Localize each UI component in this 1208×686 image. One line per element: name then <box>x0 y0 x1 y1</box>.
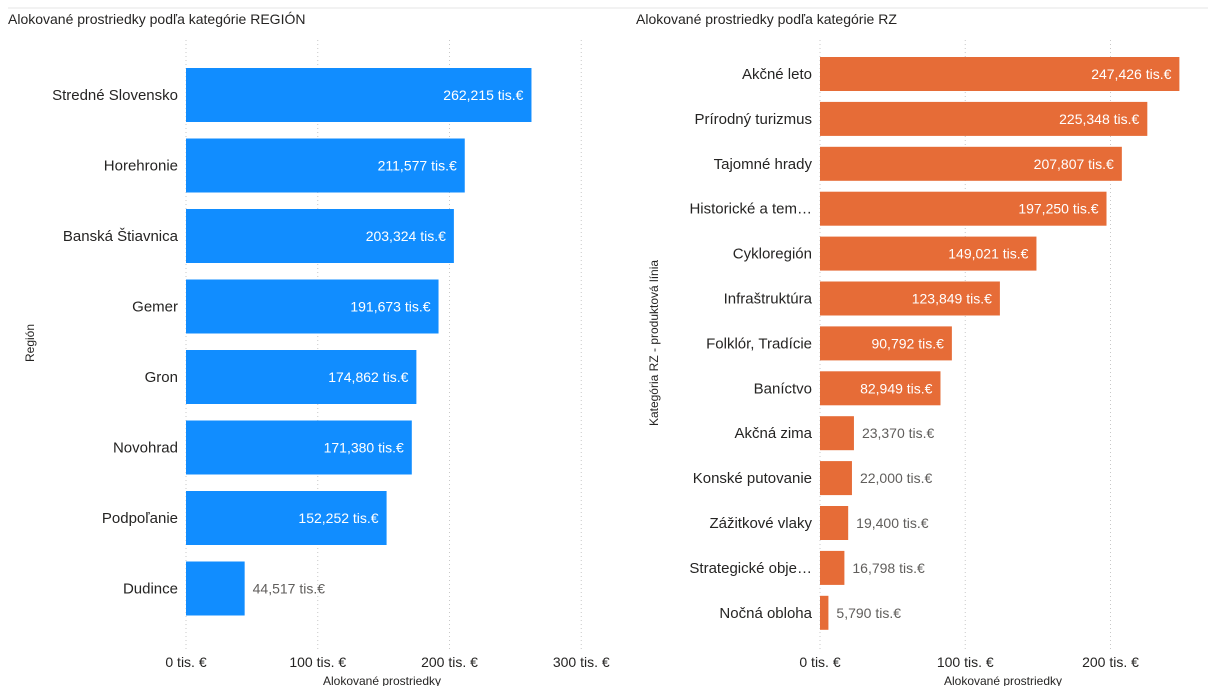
region-bar <box>186 279 439 334</box>
region-data-label: 174,862 tis.€ <box>328 369 408 385</box>
rz-bar <box>820 371 941 406</box>
region-x-tick-label: 300 tis. € <box>553 654 610 670</box>
rz-category-label: Akčné leto <box>742 66 812 83</box>
region-data-label: 191,673 tis.€ <box>350 299 430 315</box>
rz-chart-title: Alokované prostriedky podľa kategórie RZ <box>636 11 897 27</box>
rz-bar-chart: 0 tis. € 100 tis. € 200 tis. € Akčné leto 24… <box>628 7 1208 686</box>
region-bar <box>186 561 245 616</box>
region-category-label: Stredné Slovensko <box>52 87 178 104</box>
region-category-label: Gemer <box>132 299 178 316</box>
rz-bar <box>820 236 1037 271</box>
rz-bar <box>820 326 952 361</box>
rz-x-tick-label: 200 tis. € <box>1082 654 1139 670</box>
rz-data-label: 247,426 tis.€ <box>1091 66 1171 82</box>
region-category-label: Dudince <box>123 581 178 598</box>
rz-data-label: 207,807 tis.€ <box>1034 156 1114 172</box>
rz-category-label: Folklór, Tradície <box>706 335 812 352</box>
rz-data-label: 123,849 tis.€ <box>912 291 992 307</box>
region-x-tick-label: 0 tis. € <box>165 654 206 670</box>
rz-data-label: 22,000 tis.€ <box>860 470 933 486</box>
rz-bar <box>820 57 1180 91</box>
rz-chart-panel: Alokované prostriedky podľa kategórie RZ… <box>628 0 1208 686</box>
rz-bar <box>820 595 829 630</box>
region-data-label: 152,252 tis.€ <box>298 510 378 526</box>
region-chart-panel: Alokované prostriedky podľa kategórie RE… <box>8 7 628 686</box>
region-x-tick-label: 100 tis. € <box>289 654 346 670</box>
rz-category-label: Historické a tem… <box>689 201 812 218</box>
region-category-label: Banská Štiavnica <box>63 228 179 245</box>
region-bar-chart: 0 tis. € 100 tis. € 200 tis. € 300 tis. € St… <box>8 7 628 686</box>
region-x-axis-title: Alokované prostriedky <box>323 674 441 686</box>
rz-data-label: 16,798 tis.€ <box>852 560 925 576</box>
rz-category-label: Zážitkové vlaky <box>709 515 812 532</box>
rz-category-label: Konské putovanie <box>693 470 812 487</box>
rz-x-tick-label: 100 tis. € <box>937 654 994 670</box>
region-bar <box>186 138 465 193</box>
region-category-label: Novohrad <box>113 440 178 457</box>
rz-data-label: 19,400 tis.€ <box>856 515 929 531</box>
rz-category-label: Nočná obloha <box>719 605 812 622</box>
rz-bar <box>820 506 849 540</box>
rz-data-label: 5,790 tis.€ <box>836 605 901 621</box>
region-bar <box>186 350 417 404</box>
rz-data-label: 23,370 tis.€ <box>862 425 935 441</box>
rz-category-label: Baníctvo <box>754 380 812 397</box>
region-data-label: 203,324 tis.€ <box>366 228 446 244</box>
rz-data-label: 82,949 tis.€ <box>860 380 933 396</box>
rz-x-tick-label: 0 tis. € <box>799 654 840 670</box>
region-x-tick-label: 200 tis. € <box>421 654 478 670</box>
region-category-label: Gron <box>145 369 178 386</box>
region-data-label: 44,517 tis.€ <box>253 581 326 597</box>
rz-data-label: 149,021 tis.€ <box>948 246 1028 262</box>
region-y-axis-title: Región <box>23 324 37 362</box>
region-bar <box>186 209 454 263</box>
rz-data-label: 225,348 tis.€ <box>1059 111 1139 127</box>
region-bar <box>186 68 532 122</box>
region-bar <box>186 491 387 545</box>
region-chart-title: Alokované prostriedky podľa kategórie RE… <box>8 11 306 27</box>
rz-y-axis-title: Kategória RZ - produktová línia <box>647 260 661 426</box>
rz-data-label: 90,792 tis.€ <box>871 335 944 351</box>
rz-category-label: Strategické obje… <box>689 560 812 577</box>
rz-bar <box>820 101 1148 136</box>
rz-bar <box>820 416 854 451</box>
rz-bar <box>820 550 845 585</box>
rz-category-label: Akčná zima <box>734 425 812 442</box>
rz-category-label: Infraštruktúra <box>724 291 813 308</box>
region-data-label: 211,577 tis.€ <box>378 158 457 174</box>
region-category-label: Podpoľanie <box>102 510 178 527</box>
rz-category-label: Prírodný turizmus <box>694 111 812 128</box>
region-bar <box>186 420 412 475</box>
rz-bar <box>820 146 1122 181</box>
rz-data-label: 197,250 tis.€ <box>1018 201 1098 217</box>
rz-bar <box>820 461 852 496</box>
region-category-label: Horehronie <box>104 158 178 175</box>
rz-category-label: Cykloregión <box>733 246 812 263</box>
region-data-label: 262,215 tis.€ <box>443 87 523 103</box>
rz-x-axis-title: Alokované prostriedky <box>944 674 1062 686</box>
rz-bar <box>820 191 1107 226</box>
rz-category-label: Tajomné hrady <box>714 156 813 173</box>
region-data-label: 171,380 tis.€ <box>324 440 404 456</box>
rz-bar <box>820 281 1000 316</box>
